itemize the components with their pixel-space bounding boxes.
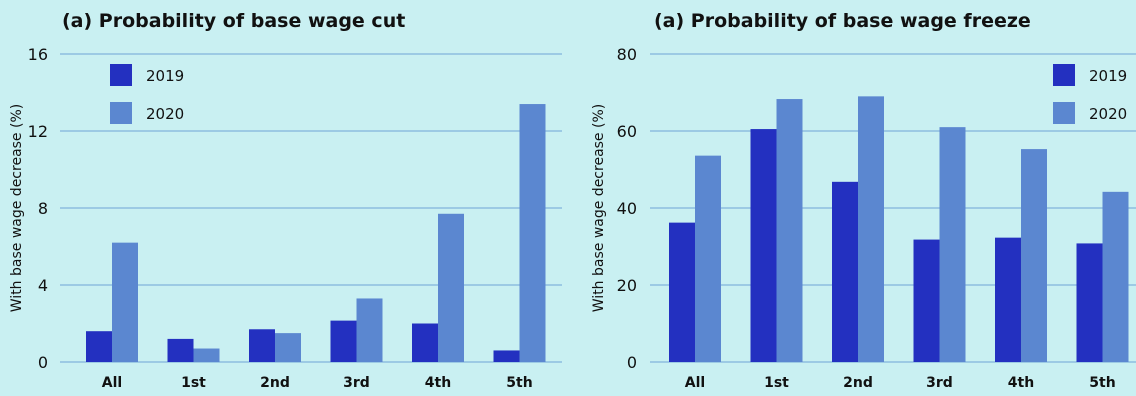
x-tick-label: 1st xyxy=(181,375,206,391)
y-axis-label: With base wage decrease (%) xyxy=(591,104,607,312)
legend-label: 2019 xyxy=(1089,67,1127,85)
bar-2020-5th xyxy=(519,104,546,363)
x-tick-label: 4th xyxy=(425,375,451,391)
bar-2019-All xyxy=(669,222,695,362)
bar-2019-2nd xyxy=(832,181,858,362)
bar-2020-4th xyxy=(438,213,464,362)
x-tick-label: 3rd xyxy=(926,375,953,391)
chart-base-wage-cut: (a) Probability of base wage cut With bas… xyxy=(9,10,562,391)
bar-2020-2nd xyxy=(858,96,884,362)
bar-2019-1st xyxy=(750,129,777,362)
chart-title: (a) Probability of base wage freeze xyxy=(654,10,1031,32)
y-tick-label: 4 xyxy=(38,276,48,295)
bar-2020-All xyxy=(695,155,721,362)
y-tick-label: 20 xyxy=(617,276,637,295)
x-tick-label: 2nd xyxy=(260,375,290,391)
y-axis-label: With base wage decrease (%) xyxy=(9,104,25,312)
bar-2019-All xyxy=(86,331,112,362)
x-tick-label: 2nd xyxy=(843,375,873,391)
legend-swatch-2020 xyxy=(110,102,132,124)
y-tick-label: 40 xyxy=(617,199,637,218)
bar-2019-4th xyxy=(412,323,438,362)
x-tick-label: 3rd xyxy=(343,375,370,391)
bar-2020-2nd xyxy=(275,333,301,362)
legend-swatch-2019 xyxy=(110,64,132,86)
chart-base-wage-freeze: (a) Probability of base wage freeze With … xyxy=(591,10,1136,391)
bar-2020-3rd xyxy=(356,298,383,362)
bar-2019-1st xyxy=(167,338,194,362)
bar-2019-3rd xyxy=(913,239,940,362)
y-tick-label: 16 xyxy=(28,45,48,64)
legend-label: 2020 xyxy=(1089,105,1127,123)
y-tick-label: 0 xyxy=(627,353,637,372)
y-tick-label: 8 xyxy=(38,199,48,218)
bar-2020-5th xyxy=(1102,191,1129,362)
legend-label: 2020 xyxy=(146,105,184,123)
legend-swatch-2019 xyxy=(1053,64,1075,86)
bar-2020-1st xyxy=(776,99,803,363)
legend-label: 2019 xyxy=(146,67,184,85)
y-tick-label: 80 xyxy=(617,45,637,64)
y-tick-label: 12 xyxy=(28,122,48,141)
x-tick-label: 4th xyxy=(1008,375,1034,391)
bar-2020-All xyxy=(112,242,138,362)
bar-2019-2nd xyxy=(249,329,275,362)
bar-2020-4th xyxy=(1021,149,1047,362)
x-tick-label: 5th xyxy=(506,375,532,391)
bar-2019-3rd xyxy=(330,320,357,362)
bar-2019-4th xyxy=(995,237,1021,362)
chart-title: (a) Probability of base wage cut xyxy=(62,10,405,32)
x-tick-label: All xyxy=(685,375,705,391)
x-tick-label: 1st xyxy=(764,375,789,391)
y-tick-label: 0 xyxy=(38,353,48,372)
bar-2019-5th xyxy=(493,350,520,362)
bar-2020-3rd xyxy=(939,127,966,363)
legend-swatch-2020 xyxy=(1053,102,1075,124)
y-tick-label: 60 xyxy=(617,122,637,141)
x-tick-label: 5th xyxy=(1089,375,1115,391)
bar-2019-5th xyxy=(1076,243,1103,362)
bar-2020-1st xyxy=(193,348,220,362)
x-tick-label: All xyxy=(102,375,122,391)
